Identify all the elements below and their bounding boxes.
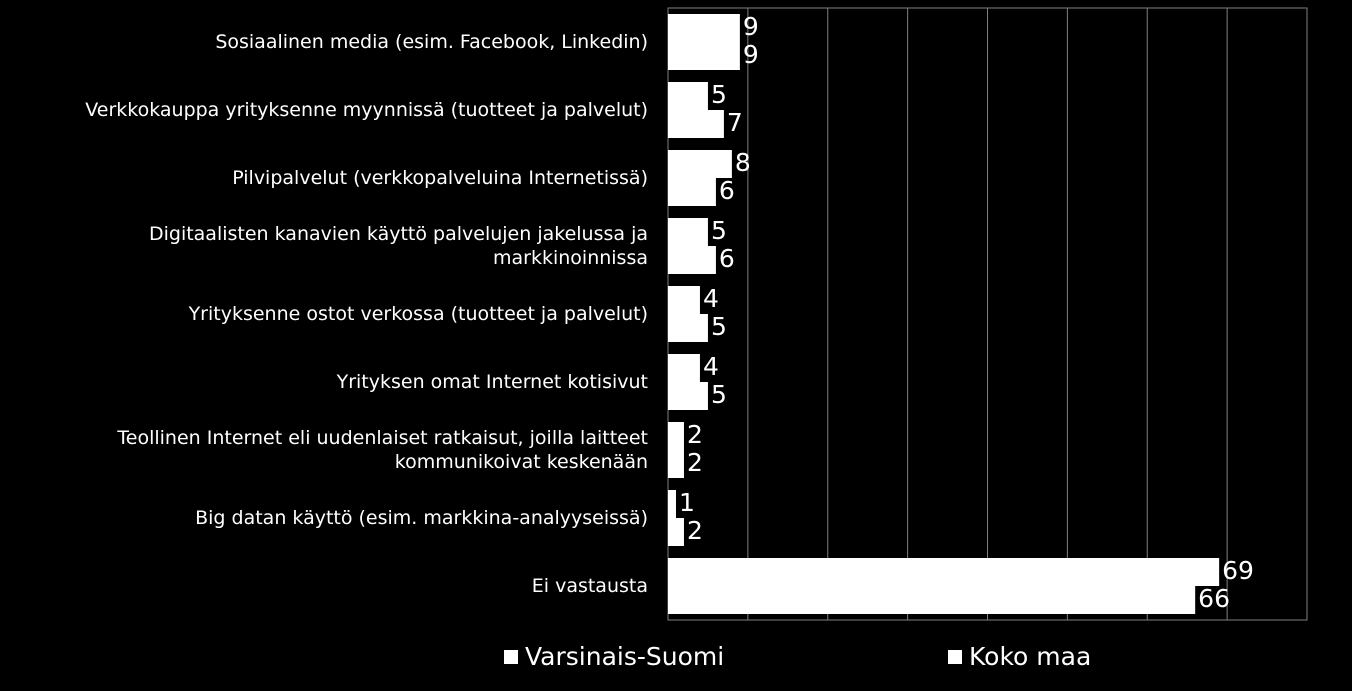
bar bbox=[668, 178, 716, 206]
bar bbox=[668, 422, 684, 450]
legend-swatch bbox=[948, 650, 962, 664]
bar bbox=[668, 450, 684, 478]
value-label: 5 bbox=[711, 312, 727, 341]
value-label: 5 bbox=[711, 80, 727, 109]
y-tick-label: Digitaalisten kanavien käyttö palvelujen… bbox=[148, 223, 648, 269]
bar bbox=[668, 82, 708, 110]
value-label: 8 bbox=[735, 148, 751, 177]
value-label: 2 bbox=[687, 448, 703, 477]
bar bbox=[668, 150, 732, 178]
legend-label: Koko maa bbox=[969, 642, 1091, 671]
value-label: 4 bbox=[703, 284, 719, 313]
bar bbox=[668, 42, 740, 70]
y-tick-label: Ei vastausta bbox=[531, 575, 648, 597]
legend-label: Varsinais-Suomi bbox=[525, 642, 724, 671]
value-label: 9 bbox=[743, 12, 759, 41]
bar bbox=[668, 490, 676, 518]
y-tick-label: Yrityksenne ostot verkossa (tuotteet ja … bbox=[188, 303, 648, 325]
value-label: 5 bbox=[711, 380, 727, 409]
y-tick-label: Verkkokauppa yrityksenne myynnissä (tuot… bbox=[85, 99, 648, 121]
bar bbox=[668, 382, 708, 410]
bar bbox=[668, 354, 700, 382]
value-label: 1 bbox=[679, 488, 695, 517]
bar bbox=[668, 110, 724, 138]
bar bbox=[668, 286, 700, 314]
value-label: 5 bbox=[711, 216, 727, 245]
bar bbox=[668, 586, 1196, 614]
value-label: 6 bbox=[719, 244, 735, 273]
value-label: 66 bbox=[1198, 584, 1230, 613]
value-label: 69 bbox=[1222, 556, 1254, 585]
value-label: 4 bbox=[703, 352, 719, 381]
y-tick-label: Big datan käyttö (esim. markkina-analyys… bbox=[195, 507, 648, 529]
bar bbox=[668, 246, 716, 274]
legend-swatch bbox=[504, 650, 518, 664]
bar bbox=[668, 314, 708, 342]
value-label: 6 bbox=[719, 176, 735, 205]
y-tick-label: Pilvipalvelut (verkkopalveluina Internet… bbox=[232, 167, 648, 189]
bar bbox=[668, 558, 1220, 586]
value-label: 7 bbox=[727, 108, 743, 137]
y-tick-label: Sosiaalinen media (esim. Facebook, Linke… bbox=[215, 31, 648, 53]
bar bbox=[668, 14, 740, 42]
value-label: 2 bbox=[687, 516, 703, 545]
value-label: 2 bbox=[687, 420, 703, 449]
value-label: 9 bbox=[743, 40, 759, 69]
bar bbox=[668, 218, 708, 246]
y-tick-label: Yrityksen omat Internet kotisivut bbox=[336, 371, 648, 393]
y-tick-label: Teollinen Internet eli uudenlaiset ratka… bbox=[117, 427, 648, 473]
bar bbox=[668, 518, 684, 546]
